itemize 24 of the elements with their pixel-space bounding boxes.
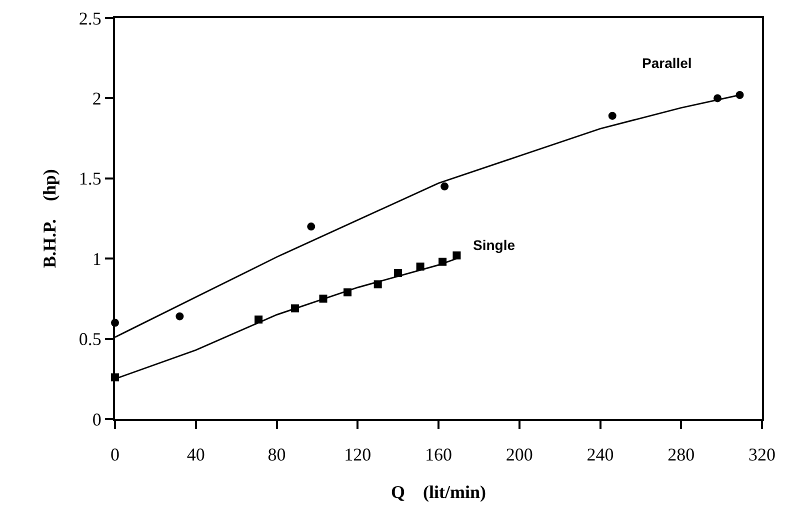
x-tick-label: 120 bbox=[344, 444, 372, 465]
y-tick-label: 1 bbox=[92, 248, 102, 269]
y-axis-title: B.H.P. (hp) bbox=[40, 169, 60, 268]
y-tick-label: 2.5 bbox=[78, 8, 102, 28]
x-tick-label: 200 bbox=[506, 444, 533, 465]
point bbox=[307, 222, 316, 231]
text: Parallel bbox=[642, 55, 692, 71]
x-tick-label: 320 bbox=[748, 444, 776, 465]
point bbox=[440, 182, 449, 190]
x-tick-label: 0 bbox=[110, 444, 120, 465]
x-axis-title: Q (lit/min) bbox=[391, 482, 486, 502]
point bbox=[452, 251, 461, 260]
y-tick-label: 0.5 bbox=[78, 329, 102, 350]
y-tick-label: 2 bbox=[92, 88, 102, 108]
y-tick-label: 1.5 bbox=[78, 168, 102, 189]
x-tick-label: 240 bbox=[586, 444, 614, 465]
x-tick-label: 160 bbox=[425, 444, 452, 465]
x-tick-label: 40 bbox=[186, 444, 205, 465]
y-tick-label: 0 bbox=[92, 409, 102, 430]
x-tick-label: 80 bbox=[268, 444, 286, 465]
point bbox=[608, 112, 616, 120]
x-tick-label: 280 bbox=[668, 444, 695, 465]
point bbox=[176, 312, 184, 320]
series-label: Single bbox=[473, 237, 516, 253]
